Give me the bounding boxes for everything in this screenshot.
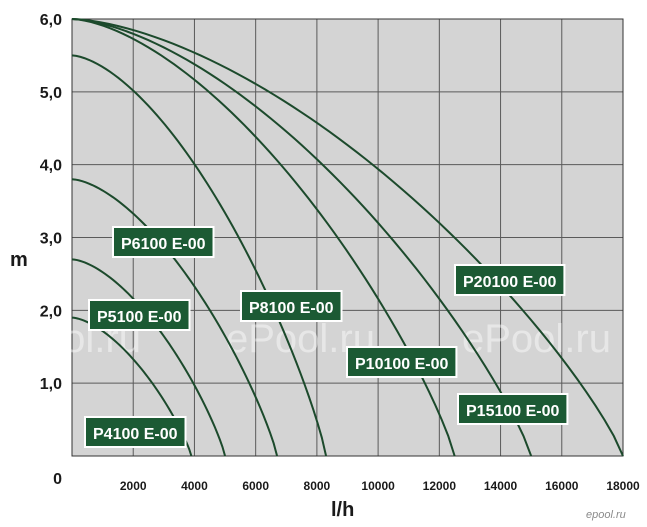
x-tick-label: 2000 [120, 479, 147, 493]
x-tick-label: 16000 [545, 479, 579, 493]
y-tick-label: 2,0 [40, 303, 62, 320]
series-label-text: P6100 E-00 [121, 236, 206, 253]
series-label: P20100 E-00 [454, 264, 566, 296]
x-tick-label: 12000 [423, 479, 457, 493]
series-label-box [240, 290, 343, 322]
y-tick-labels: 1,0 2,0 3,0 4,0 5,0 6,0 [40, 12, 62, 393]
series-label-box [457, 393, 569, 425]
series-label-text: P8100 E-00 [249, 300, 334, 317]
x-tick-labels: 2000 4000 6000 8000 10000 12000 14000 16000 1800… [120, 479, 640, 493]
x-tick-label: 6000 [242, 479, 269, 493]
series-label: P4100 E-00 [84, 416, 187, 448]
curves [71, 18, 624, 457]
curve-p8100-e-00 [71, 54, 328, 457]
y-tick-label: 5,0 [40, 85, 62, 102]
origin-label: 0 [53, 471, 62, 488]
y-tick-label: 4,0 [40, 158, 62, 175]
curve-p20100-e-00 [71, 18, 624, 457]
y-tick-label: 1,0 [40, 376, 62, 393]
site-logo: epool.ru [586, 509, 626, 521]
series-label-text: P20100 E-00 [463, 274, 557, 291]
series-label-text: P10100 E-00 [355, 356, 449, 373]
series-label-text: P5100 E-00 [97, 309, 182, 326]
x-tick-label: 8000 [304, 479, 331, 493]
x-axis-title: l/h [331, 499, 354, 521]
curve-p15100-e-00 [71, 18, 533, 457]
y-tick-label: 3,0 [40, 231, 62, 248]
x-tick-label: 4000 [181, 479, 208, 493]
series-label: P6100 E-00 [112, 226, 215, 258]
series-label-box [454, 264, 566, 296]
series-label-text: P15100 E-00 [466, 403, 560, 420]
watermark-right: ePool.ru [462, 317, 611, 361]
grid [71, 18, 624, 457]
series-label-text: P4100 E-00 [93, 426, 178, 443]
series-label: P15100 E-00 [457, 393, 569, 425]
series-label-box [88, 299, 191, 331]
curve-p6100-e-00 [71, 178, 279, 457]
x-tick-label: 14000 [484, 479, 518, 493]
curve-p10100-e-00 [71, 18, 456, 457]
series-label-box [346, 346, 458, 378]
plot-border [71, 18, 624, 457]
y-axis-title: m [10, 249, 28, 271]
series-labels: P4100 E-00 P5100 E-00 P6100 E-00 P8100 E-00… [84, 226, 569, 448]
x-tick-label: 18000 [606, 479, 640, 493]
series-label-box [84, 416, 187, 448]
series-label: P8100 E-00 [240, 290, 343, 322]
x-tick-label: 10000 [361, 479, 395, 493]
series-label: P5100 E-00 [88, 299, 191, 331]
y-tick-label: 6,0 [40, 12, 62, 29]
series-label-box [112, 226, 215, 258]
series-label: P10100 E-00 [346, 346, 458, 378]
